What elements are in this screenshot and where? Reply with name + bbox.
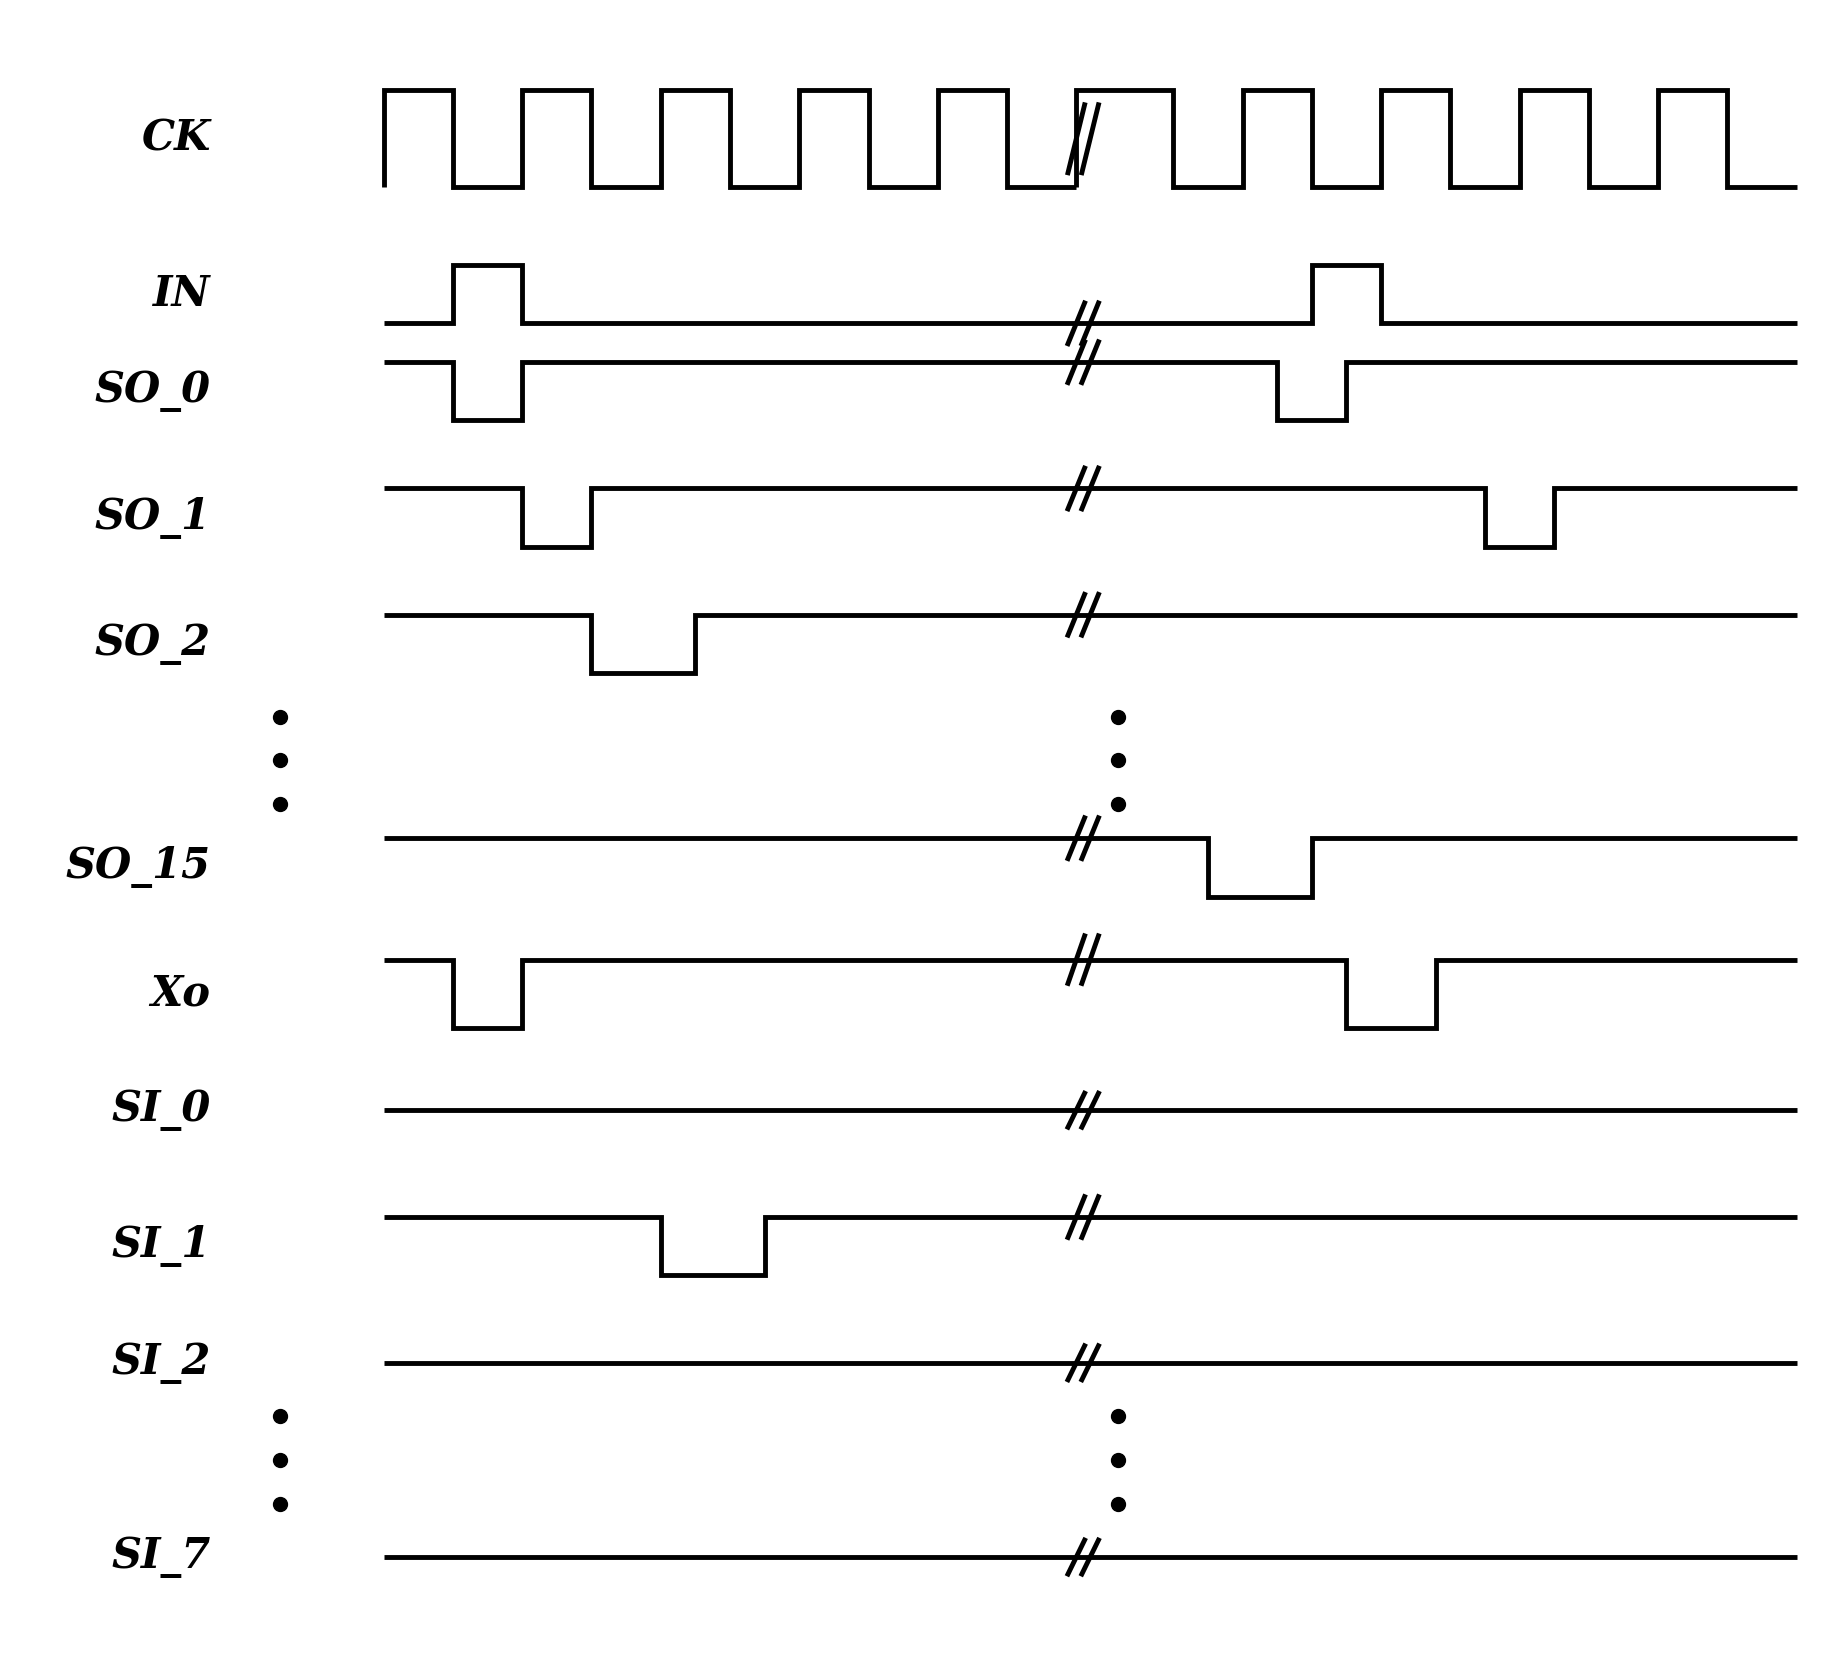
- Text: SO_15: SO_15: [66, 847, 211, 888]
- Text: SO_2: SO_2: [94, 623, 211, 664]
- Text: Xo: Xo: [150, 973, 211, 1014]
- Text: SO_1: SO_1: [94, 497, 211, 539]
- Text: SI_2: SI_2: [112, 1342, 211, 1384]
- Text: IN: IN: [152, 273, 211, 315]
- Text: SI_1: SI_1: [112, 1225, 211, 1268]
- Text: SI_7: SI_7: [112, 1536, 211, 1577]
- Text: SO_0: SO_0: [94, 371, 211, 413]
- Text: SI_0: SI_0: [112, 1089, 211, 1132]
- Text: CK: CK: [141, 118, 211, 159]
